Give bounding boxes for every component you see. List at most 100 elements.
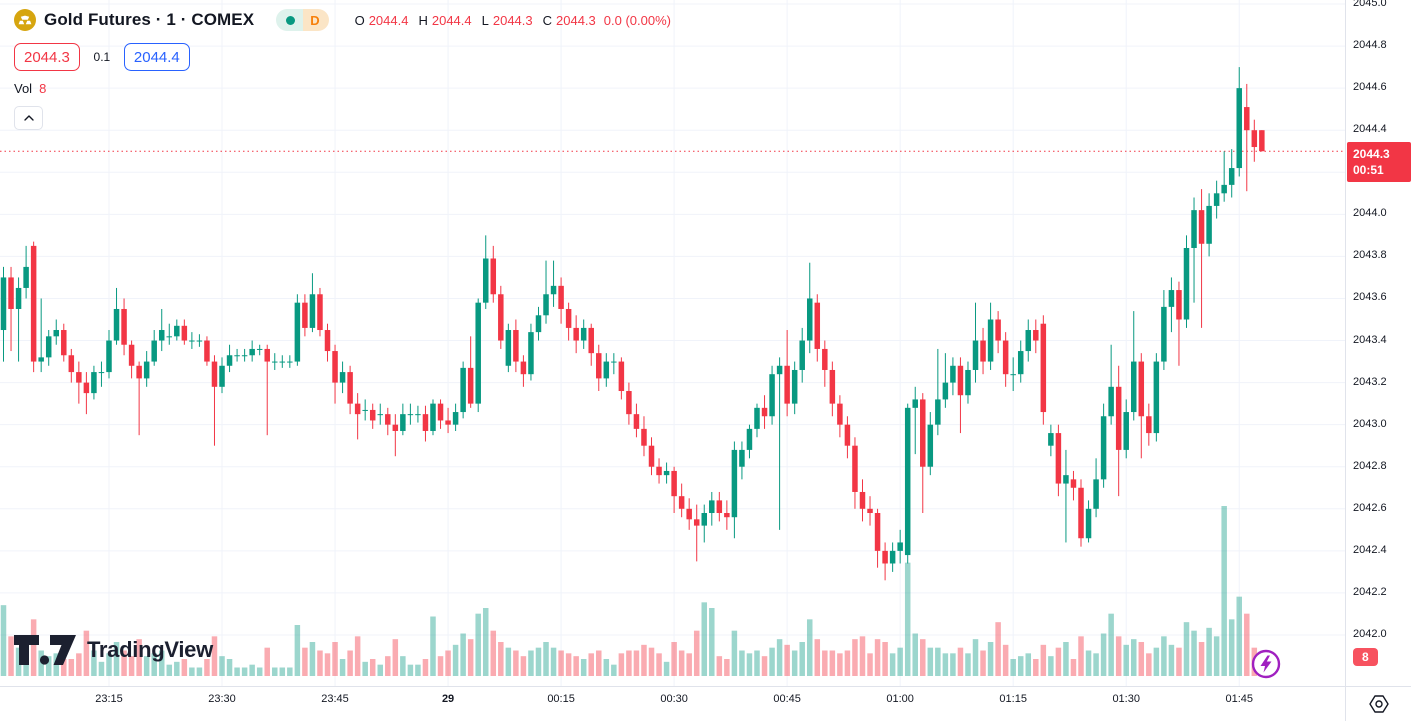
volume-bar <box>1191 630 1197 676</box>
tradingview-logo[interactable]: TradingView <box>14 635 213 665</box>
candle-body <box>226 355 233 366</box>
volume-bar <box>415 664 421 676</box>
candle-body <box>354 403 361 415</box>
tradingview-logo-text: TradingView <box>87 637 213 662</box>
candle-body <box>38 357 44 362</box>
candle-body <box>1198 210 1205 244</box>
tradingview-logo-icon <box>14 635 76 665</box>
candle-body <box>0 277 7 331</box>
candle-body <box>520 361 527 375</box>
volume-bar <box>30 619 37 676</box>
volume-bar <box>920 639 926 676</box>
volume-bar <box>1131 639 1137 676</box>
spread-value: 0.1 <box>93 50 111 64</box>
candle-body <box>837 403 843 425</box>
volume-bar <box>317 650 323 676</box>
candlestick-chart[interactable] <box>0 0 1345 686</box>
volume-bar <box>716 656 723 676</box>
volume-bar <box>814 639 821 676</box>
candle-body <box>678 496 685 509</box>
candle-body <box>83 382 90 394</box>
time-tick-label: 23:30 <box>208 693 236 705</box>
volume-bar <box>1244 613 1250 676</box>
volume-bar <box>859 636 866 676</box>
time-tick-label: 01:15 <box>999 693 1027 705</box>
volume-bar <box>8 636 14 676</box>
price-axis[interactable]: 2044.3 00:51 8 2045.0 2044.8 2044.6 2044.4 2… <box>1345 0 1411 686</box>
volume-bar <box>158 650 165 676</box>
volume-bar <box>287 667 293 676</box>
candle-body <box>1055 433 1062 484</box>
candle-body <box>1191 210 1197 248</box>
candle-body <box>580 327 587 341</box>
candle-body <box>927 424 934 467</box>
buy-ask-button[interactable]: 2044.4 <box>123 43 190 71</box>
volume-bar <box>520 656 527 676</box>
candle-body <box>475 302 481 404</box>
instant-trading-bolt-button[interactable] <box>1251 649 1281 679</box>
volume-bar <box>498 642 504 676</box>
candle-body <box>784 365 790 404</box>
candle-body <box>882 550 888 564</box>
candle-body <box>68 355 75 373</box>
volume-bar <box>626 650 632 676</box>
candle-body <box>415 414 421 416</box>
close-label: C <box>542 12 553 28</box>
price-tick-label: 2045.0 <box>1353 0 1387 9</box>
candle-body <box>30 245 37 362</box>
axis-settings-corner[interactable] <box>1345 686 1411 721</box>
collapse-legend-button[interactable] <box>14 106 43 130</box>
volume-bar <box>1228 619 1235 676</box>
volume-value: 8 <box>39 81 47 96</box>
candle-body <box>957 365 964 396</box>
volume-bar <box>61 659 67 676</box>
volume-bar <box>1221 506 1227 676</box>
volume-bar <box>935 647 941 676</box>
market-status-badge[interactable]: D <box>276 9 329 31</box>
time-axis[interactable]: 23:15 23:30 23:45 29 00:15 00:30 00:45 01:00 01:… <box>0 686 1345 721</box>
volume-bar <box>528 650 534 676</box>
volume-bar <box>980 650 986 676</box>
candle-body <box>701 513 708 526</box>
candle-body <box>573 327 579 341</box>
candle-body <box>1176 290 1182 320</box>
volume-bar <box>407 664 414 676</box>
candle-body <box>91 372 97 394</box>
volume-bar <box>196 667 203 676</box>
candle-body <box>1048 433 1054 446</box>
volume-bar <box>1153 647 1160 676</box>
price-tick-label: 2044.8 <box>1353 39 1387 52</box>
volume-bar <box>1138 642 1145 676</box>
candle-body <box>505 330 512 366</box>
candle-body <box>588 327 594 354</box>
volume-bar <box>709 608 715 676</box>
legend-main-row: Gold Futures · 1 · COMEX D O 2044.4 H 2044… <box>14 8 671 32</box>
candle-body <box>256 348 263 350</box>
candle-body <box>452 412 459 425</box>
sell-bid-button[interactable]: 2044.3 <box>14 43 80 71</box>
volume-bar <box>309 642 316 676</box>
candle-body <box>935 399 941 425</box>
symbol-title[interactable]: Gold Futures · 1 · COMEX <box>44 10 255 29</box>
volume-bar <box>241 667 248 676</box>
time-tick-label: 00:30 <box>660 693 688 705</box>
volume-bar <box>641 644 647 676</box>
volume-bar <box>678 650 685 676</box>
candle-body <box>98 372 105 374</box>
candle-body <box>822 348 828 370</box>
candle-body <box>716 500 723 514</box>
candle-body <box>467 367 474 404</box>
candle-body <box>972 340 979 370</box>
candle-body <box>754 407 760 429</box>
candle-body <box>407 414 414 416</box>
close-value: 2044.3 <box>556 12 596 28</box>
time-tick-label: 29 <box>441 693 455 705</box>
data-mode-badge: D <box>303 9 329 31</box>
candle-body <box>829 369 836 404</box>
volume-bar <box>1093 653 1099 676</box>
price-tick-label: 2044.4 <box>1353 123 1387 136</box>
volume-bar <box>1070 659 1077 676</box>
candle-body <box>347 372 353 404</box>
volume-bar <box>467 639 474 676</box>
